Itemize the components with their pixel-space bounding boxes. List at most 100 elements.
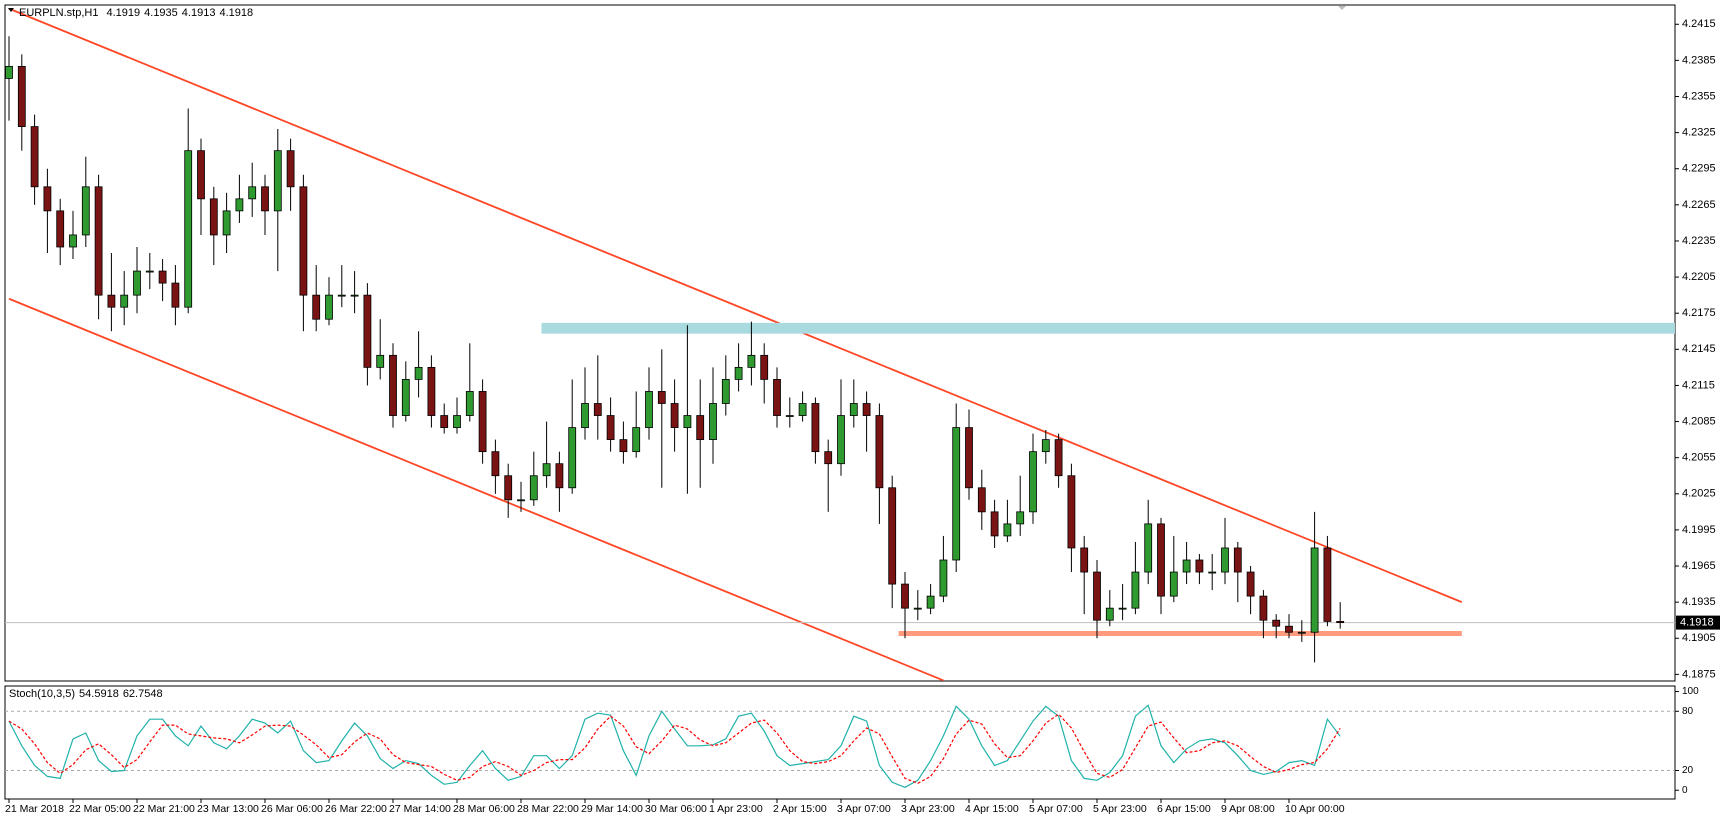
candle-body — [1272, 619, 1281, 627]
x-tick-label: 29 Mar 14:00 — [581, 803, 643, 815]
candle-body — [1105, 607, 1114, 621]
candle-body — [1259, 595, 1268, 621]
candle-body — [901, 583, 909, 609]
candle-body — [1246, 571, 1255, 597]
y-tick-label: 4.2085 — [1682, 415, 1716, 427]
candle-body — [81, 186, 90, 236]
y-tick-label: 4.1995 — [1682, 524, 1716, 536]
y-tick-label: 4.2265 — [1682, 199, 1716, 211]
candle-body — [491, 451, 500, 477]
x-tick-label: 28 Mar 06:00 — [453, 803, 515, 815]
candle-body — [453, 415, 461, 428]
main-layer — [5, 7, 1675, 681]
candle-body — [568, 427, 577, 489]
candle-body — [120, 294, 129, 308]
candle-body — [990, 511, 999, 537]
candle-body — [696, 415, 705, 441]
main-panel — [4, 4, 1676, 682]
stoch-line — [8, 704, 1341, 788]
candle-body — [30, 126, 39, 188]
candle-body — [325, 294, 333, 320]
x-tick-label: 27 Mar 14:00 — [389, 803, 451, 815]
x-tick-label: 3 Apr 07:00 — [837, 803, 891, 815]
candle-body — [542, 463, 551, 477]
y-tick-label: 4.2235 — [1682, 235, 1716, 247]
main-value: 54.5918 — [79, 688, 119, 700]
candle-body — [465, 391, 474, 416]
candle-body — [709, 403, 717, 441]
candle-body — [273, 150, 282, 212]
current-price-label: 4.1918 — [1680, 617, 1714, 629]
candle-body — [965, 427, 973, 489]
candle-body — [235, 198, 244, 212]
candle-body — [1144, 523, 1153, 573]
candle-body — [760, 354, 769, 380]
y-tick-label: 4.2295 — [1682, 163, 1716, 175]
candle-body — [1067, 475, 1076, 549]
candle-body — [1093, 571, 1101, 621]
indicator-y-tick-label: 100 — [1682, 686, 1699, 697]
candle-body — [875, 415, 884, 489]
low-value: 4.1913 — [182, 7, 216, 19]
candle-body — [837, 415, 845, 465]
candle-body — [1310, 547, 1319, 633]
x-tick-label: 3 Apr 23:00 — [901, 803, 955, 815]
symbol: EURPLN.stp,H1 — [19, 7, 98, 19]
candle-body — [555, 463, 564, 489]
candle-body — [1336, 621, 1345, 624]
indicator-y-tick-label: 0 — [1682, 785, 1688, 796]
candle-body — [1221, 547, 1229, 573]
candle-body — [785, 415, 794, 417]
candle-body — [440, 415, 449, 428]
trend-line — [8, 7, 1463, 603]
axis-layer: 4.2415 4.2385 4.2355 4.2325 4.2295 4.2265 4.22… — [5, 18, 1720, 815]
indicator-y-tick-label: 80 — [1682, 706, 1694, 717]
candle-body — [171, 282, 180, 308]
candle-body — [478, 391, 487, 453]
candle-body — [926, 595, 935, 609]
candle-body — [1016, 511, 1025, 525]
current-price-box — [1676, 615, 1720, 630]
y-tick-label: 4.2355 — [1682, 90, 1716, 102]
candle-body — [56, 210, 65, 248]
candle-body — [913, 607, 922, 610]
candle-body — [824, 451, 833, 465]
y-tick-label: 4.2115 — [1682, 379, 1715, 391]
chart-header: EURPLN.stp,H1 4.1919 4.1935 4.1913 4.1918 — [19, 7, 253, 19]
indicator-name: Stoch(10,3,5) — [9, 688, 75, 700]
y-tick-label: 4.1935 — [1682, 596, 1716, 608]
high-value: 4.1935 — [144, 7, 178, 19]
candle-body — [811, 403, 820, 453]
candle-body — [517, 499, 525, 502]
candle-body — [619, 439, 628, 453]
candle-body — [581, 403, 589, 428]
open-value: 4.1919 — [106, 7, 140, 19]
x-tick-label: 1 Apr 23:00 — [709, 803, 763, 815]
candle-body — [427, 366, 436, 416]
candle-body — [401, 379, 410, 416]
candle-body — [94, 186, 103, 296]
candle-body — [1233, 547, 1242, 573]
candle-body — [350, 294, 359, 297]
y-tick-label: 4.1905 — [1682, 632, 1716, 644]
indicator-layer — [5, 704, 1675, 788]
candle-body — [1195, 559, 1204, 573]
candle-body — [222, 210, 231, 236]
candle-body — [184, 150, 193, 308]
candle-body — [1118, 607, 1127, 610]
candle-body — [17, 65, 26, 127]
shift-marker — [1338, 6, 1346, 10]
candle-body — [632, 427, 641, 453]
candle-body — [657, 391, 666, 404]
y-tick-label: 4.2325 — [1682, 127, 1716, 139]
x-tick-label: 26 Mar 06:00 — [261, 803, 323, 815]
stoch-line — [8, 713, 1341, 784]
candle-body — [734, 366, 743, 380]
candle-body — [849, 403, 858, 416]
x-tick-label: 4 Apr 15:00 — [965, 803, 1019, 815]
x-tick-label: 23 Mar 13:00 — [197, 803, 259, 815]
candle-body — [645, 391, 653, 428]
x-tick-label: 6 Apr 15:00 — [1157, 803, 1211, 815]
candle-body — [209, 198, 218, 236]
